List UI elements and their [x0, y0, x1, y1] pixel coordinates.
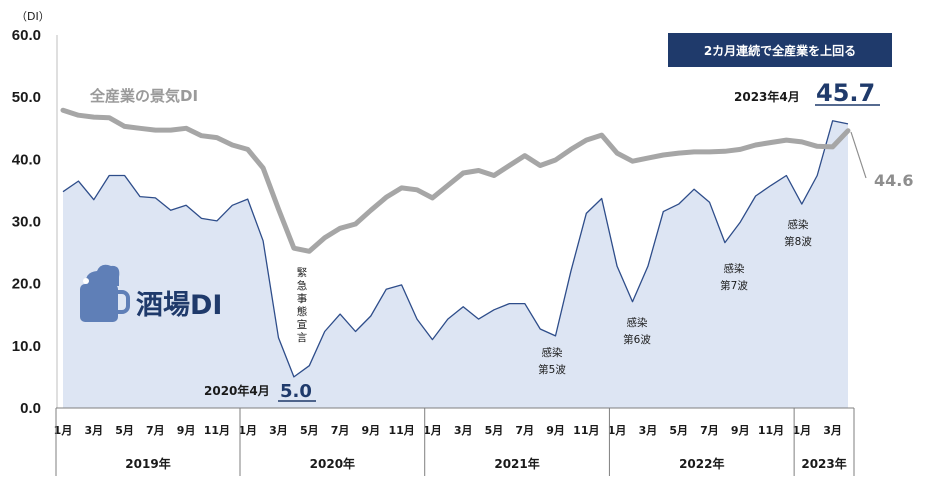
high-callout-label: 2023年4月 — [734, 89, 800, 104]
year-label: 2020年 — [310, 456, 355, 471]
x-tick-label: 5月 — [300, 424, 319, 437]
x-tick-label: 5月 — [669, 424, 688, 437]
annotation-wave8: 感染第8波 — [784, 218, 812, 248]
x-tick-label: 11月 — [573, 424, 599, 437]
all-industry-series-label: 全産業の景気DI — [89, 87, 198, 105]
y-tick-label: 60.0 — [12, 27, 41, 44]
annotation-wave6: 感染第6波 — [623, 316, 651, 346]
x-tick-label: 1月 — [792, 424, 811, 437]
banner-box — [668, 33, 892, 67]
all-industry-end-value: 44.6 — [874, 171, 913, 190]
x-tick-label: 5月 — [115, 424, 134, 437]
y-tick-label: 20.0 — [12, 276, 41, 293]
sakaba-di-line — [62, 120, 849, 378]
year-label: 2021年 — [494, 456, 539, 471]
x-tick-label: 1月 — [238, 424, 257, 437]
x-tick-label: 1月 — [423, 424, 442, 437]
x-tick-label: 1月 — [54, 424, 73, 437]
x-tick-label: 7月 — [515, 424, 534, 437]
x-tick-label: 7月 — [700, 424, 719, 437]
x-tick-label: 3月 — [823, 424, 842, 437]
y-tick-label: 40.0 — [12, 151, 41, 168]
logo-text: 酒場DI — [136, 290, 222, 321]
beer-mug-icon — [80, 264, 130, 322]
series-lines — [60, 107, 851, 378]
low-callout-value: 5.0 — [280, 381, 312, 402]
banner-text: 2カ月連続で全産業を上回る — [704, 43, 856, 58]
y-tick-label: 10.0 — [12, 338, 41, 355]
x-tick-label: 9月 — [731, 424, 750, 437]
y-tick-label: 50.0 — [12, 89, 41, 106]
sakaba-di-area — [63, 120, 848, 409]
y-tick-label: 30.0 — [12, 214, 41, 231]
x-tick-label: 11月 — [758, 424, 784, 437]
x-tick-label: 9月 — [177, 424, 196, 437]
x-tick-label: 9月 — [362, 424, 381, 437]
annotation-emergency: 緊急事態宣言 — [297, 267, 308, 344]
year-label: 2023年 — [801, 456, 846, 471]
x-tick-label: 11月 — [388, 424, 414, 437]
low-callout-label: 2020年4月 — [204, 383, 270, 398]
end-value-leader — [850, 131, 867, 179]
annotation-wave7: 感染第7波 — [720, 262, 748, 292]
x-tick-label: 3月 — [84, 424, 103, 437]
high-callout-value: 45.7 — [816, 79, 875, 107]
y-tick-label: 0.0 — [20, 400, 41, 417]
axes: 0.0 10.0 20.0 30.0 40.0 50.0 60.0 1月 3月 5月 7月 9月 11月… — [12, 27, 855, 476]
x-tick-label: 3月 — [639, 424, 658, 437]
x-tick-label: 7月 — [146, 424, 165, 437]
all-industry-line — [60, 107, 851, 254]
x-tick-label: 11月 — [204, 424, 230, 437]
x-tick-label: 1月 — [608, 424, 627, 437]
y-unit-label: （DI） — [16, 10, 50, 23]
year-label: 2019年 — [125, 456, 170, 471]
x-tick-label: 3月 — [454, 424, 473, 437]
annotation-wave5: 感染第5波 — [538, 346, 566, 376]
x-tick-label: 3月 — [269, 424, 288, 437]
sakaba-di-fill — [63, 120, 848, 409]
year-label: 2022年 — [679, 456, 724, 471]
x-tick-label: 7月 — [331, 424, 350, 437]
x-tick-label: 5月 — [485, 424, 504, 437]
x-tick-label: 9月 — [546, 424, 565, 437]
